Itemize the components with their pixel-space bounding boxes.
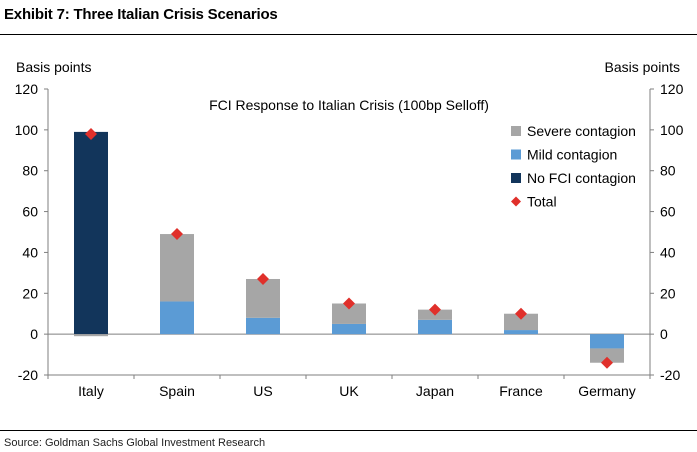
x-tick-label-uk: UK (339, 383, 359, 399)
total-marker-france (515, 307, 527, 320)
bar-germany-severe (590, 348, 624, 363)
top-rule (0, 34, 697, 35)
bar-germany-mild (590, 334, 624, 349)
x-tick-label-italy: Italy (78, 383, 104, 399)
bar-japan-mild (418, 319, 452, 335)
y-tick-label-right: 0 (660, 326, 668, 342)
y-tick-label-left: 0 (30, 326, 38, 342)
total-marker-spain (171, 228, 183, 241)
total-marker-germany (601, 356, 613, 369)
y-tick-label-right: 120 (660, 81, 684, 97)
bar-italy-severe (74, 334, 108, 337)
y-tick-label-right: 40 (660, 244, 676, 260)
legend-swatch-none (511, 173, 521, 183)
x-tick-label-germany: Germany (578, 383, 636, 399)
x-tick-label-us: US (253, 383, 272, 399)
bar-spain-severe (160, 234, 194, 302)
y-tick-label-right: 80 (660, 163, 676, 179)
legend: Severe contagion Mild contagion No FCI con… (511, 123, 636, 210)
y-tick-label-left: 120 (15, 81, 39, 97)
legend-label-mild: Mild contagion (527, 147, 617, 163)
legend-swatch-total (511, 196, 521, 207)
y-tick-label-left: -20 (18, 367, 38, 383)
bar-italy-none (74, 131, 108, 335)
y-tick-label-right: 60 (660, 204, 676, 220)
total-marker-japan (429, 303, 441, 316)
y-tick-label-left: 60 (22, 204, 38, 220)
legend-label-total: Total (527, 194, 557, 210)
bottom-rule (0, 430, 697, 431)
y-tick-label-right: -20 (660, 367, 680, 383)
legend-swatch-severe (511, 126, 521, 136)
y-tick-label-right: 100 (660, 122, 684, 138)
bar-spain-mild (160, 301, 194, 335)
chart: -20 -20 0 0 20 20 40 40 60 60 80 80 100 100 120 120 Ital… (15, 59, 684, 399)
exhibit-title: Exhibit 7: Three Italian Crisis Scenario… (4, 6, 278, 23)
ticks-layer: -20 -20 0 0 20 20 40 40 60 60 80 80 100 100 120 120 Ital… (15, 81, 684, 399)
bar-us-severe (246, 278, 280, 318)
total-marker-uk (343, 297, 355, 310)
x-tick-label-france: France (499, 383, 543, 399)
total-marker-italy (85, 127, 97, 140)
totals-layer (85, 127, 613, 369)
y-tick-label-left: 20 (22, 285, 38, 301)
bar-uk-mild (332, 323, 366, 335)
source-note: Source: Goldman Sachs Global Investment … (4, 437, 266, 449)
chart-title: FCI Response to Italian Crisis (100bp Se… (209, 97, 489, 113)
total-marker-us (257, 272, 269, 285)
y-tick-label-left: 40 (22, 244, 38, 260)
bars-layer (74, 131, 624, 363)
bar-us-mild (246, 317, 280, 335)
bar-uk-severe (332, 303, 366, 324)
legend-label-none: No FCI contagion (527, 170, 636, 186)
y-tick-label-left: 100 (15, 122, 39, 138)
bar-france-mild (504, 330, 538, 335)
y-tick-label-left: 80 (22, 163, 38, 179)
y-tick-label-right: 20 (660, 285, 676, 301)
x-tick-label-japan: Japan (416, 383, 454, 399)
y-axis-label-left: Basis points (16, 59, 91, 75)
y-axis-label-right: Basis points (605, 59, 680, 75)
bar-france-severe (504, 313, 538, 331)
legend-swatch-mild (511, 149, 521, 160)
x-tick-label-spain: Spain (159, 383, 195, 399)
legend-label-severe: Severe contagion (527, 123, 636, 139)
